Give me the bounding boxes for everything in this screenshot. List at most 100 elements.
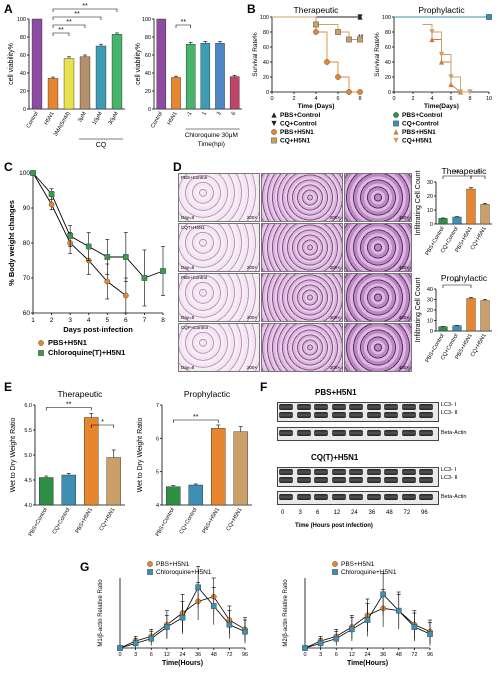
legend-marker [271,129,277,135]
x-tick-label: 3 [216,111,223,117]
ratio-point [317,640,324,647]
lc3-ii-band [419,477,433,483]
blot-lane-labels: 0 3 6 12 24 36 48 72 96 [277,510,437,520]
lc3-ii-band [331,412,346,418]
bar [233,431,248,506]
image-group-label: CQT+H5N1 [181,225,205,230]
x-tick-label: 0 [270,96,273,102]
y-tick-label: 100 [382,15,391,21]
y-tick-label: 100 [19,170,30,177]
significance-label: ** [358,34,364,41]
legend-marker [332,569,338,575]
significance-label: * [101,419,104,426]
panel-label-g: G [80,560,90,574]
magnification-label: 200× [246,265,257,270]
panel-label-f: F [260,380,268,394]
bar [84,417,99,506]
legend-marker [38,350,44,356]
panel-label-d: D [173,160,182,174]
x-tick-label: PBS+H5N1 [75,507,94,534]
actin-band [279,494,293,500]
survival-point [313,21,319,28]
histology-image: CQP+Control Day=8 200× [178,323,260,372]
image-day-label: Day=8 [181,215,195,220]
significance-bracket [442,284,472,288]
actin-band [401,430,416,436]
magnification-label: 200× [329,265,340,270]
legend-label: PBS+H5N1 [280,129,314,136]
legend-label: PBS+H5N1 [341,561,375,568]
lc3-i-band [279,469,293,475]
lc3-i-band [314,404,328,410]
image-day-label: Day=8 [181,265,195,270]
bar [466,298,476,332]
y-tick-label: 0 [23,107,26,113]
lane-label: 24 [351,510,358,516]
ratio-point [411,624,418,630]
survival-point [429,36,435,43]
legend-marker [393,129,399,135]
actin-band [366,494,381,500]
survival-line [422,24,470,93]
significance-label: ** [475,170,481,177]
bar [480,204,490,225]
legend-marker [38,340,44,346]
legend-label: PBS+Control [280,112,320,119]
x-tick-label: 48 [396,652,402,658]
actin-band [384,430,398,436]
significance-bracket [52,24,86,28]
ratio-point [349,626,355,633]
ratio-point [226,621,233,628]
x-tick-label: CQ+Control [179,507,199,535]
blot-top-lc3-1-label: LC3- I [441,402,456,408]
y-tick-label: 40 [145,71,151,77]
x-tick-label: CQ+H5N1 [99,507,117,532]
lc3-i-band [384,404,398,410]
y-tick-label: 100 [142,17,151,23]
ratio-point [179,614,186,621]
x-tick-label: 2 [411,96,414,102]
x-tick-label: 0 [118,652,121,658]
histology-image: 400× [344,273,412,322]
significance-label: ** [74,11,80,18]
x-axis-label: Time(Days) [424,103,459,110]
panel-d-therapeutic-bar: 0 10 20 30 Infiltrating Cell Count Therapeuti… [415,166,492,257]
blot-top-title: PBS+H5N1 [315,388,357,397]
bar [438,218,448,225]
weight-line [32,172,127,296]
ratio-point [242,628,248,635]
chart-title: Prophylactic [184,389,231,399]
actin-band [279,430,293,436]
x-tick-label: H5N1 [167,111,179,126]
panel-a-left-bar-chart: 0 20 40 60 80 100 cell viability% Control H5N13M… [8,3,125,149]
y-axis-label: M1/β-actin Relative Ratio [98,579,104,647]
survival-point [438,59,445,65]
legend-label: CQ+Control [402,121,439,128]
legend-label: Chloroquine(T)+H5N1 [48,348,125,357]
bar [111,34,123,110]
lc3-ii-band [419,412,433,418]
y-tick-label: 20 [145,89,151,95]
weight-point [30,170,36,176]
y-tick-label: 4.5 [24,478,32,484]
survival-point [486,14,492,20]
x-tick-label: 12 [164,652,170,658]
panel-label-c: C [4,160,13,174]
lc3-ii-band [296,477,311,483]
legend-marker [271,112,277,118]
survival-point [346,89,352,95]
x-tick-label: 24 [364,652,370,658]
x-tick-label: -1 [186,111,194,118]
magnification-label: 200× [246,215,257,220]
x-tick-label: 3MA(5mM) [53,111,72,138]
legend-marker [332,561,338,567]
significance-bracket [175,24,191,28]
x-tick-label: 6 [231,111,238,117]
significance-bracket [52,32,70,36]
x-tick-label: 12 [349,652,355,658]
significance-label: ** [454,170,460,177]
x-axis-label-2: Time(hpi) [198,141,225,148]
ratio-point [395,607,402,614]
weight-point [104,278,111,285]
